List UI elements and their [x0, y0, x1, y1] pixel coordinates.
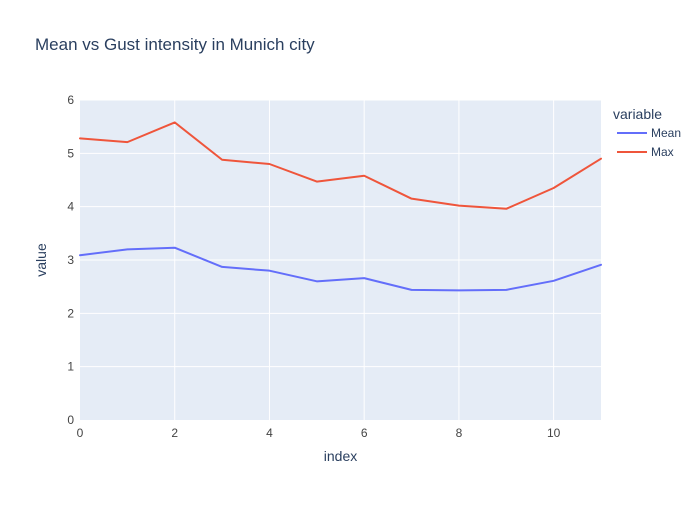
data-point-mean[interactable]: [77, 252, 83, 258]
y-tick-label: 4: [67, 200, 74, 214]
legend-item-max[interactable]: Max: [617, 145, 674, 159]
x-tick-label: 0: [77, 426, 84, 440]
data-point-max[interactable]: [266, 161, 272, 167]
data-point-max[interactable]: [314, 179, 320, 185]
data-point-max[interactable]: [219, 157, 225, 163]
data-point-max[interactable]: [361, 173, 367, 179]
data-point-max[interactable]: [409, 196, 415, 202]
y-tick-label: 0: [67, 413, 74, 427]
chart-title: Mean vs Gust intensity in Munich city: [35, 35, 315, 54]
series-lines: [77, 119, 604, 293]
x-axis-label: index: [324, 448, 357, 464]
data-point-mean[interactable]: [266, 268, 272, 274]
data-point-mean[interactable]: [503, 287, 509, 293]
y-tick-label: 6: [67, 93, 74, 107]
series-line-max[interactable]: [79, 121, 602, 210]
data-point-mean[interactable]: [124, 246, 130, 252]
y-axis-label: value: [33, 243, 49, 277]
legend-item-mean[interactable]: Mean: [617, 126, 681, 140]
grid-lines: [80, 99, 601, 420]
legend-title: variable: [613, 106, 662, 122]
data-point-max[interactable]: [551, 185, 557, 191]
data-point-mean[interactable]: [456, 287, 462, 293]
legend[interactable]: variable Mean Max: [613, 106, 681, 159]
data-point-mean[interactable]: [219, 264, 225, 270]
y-tick-label: 5: [67, 146, 74, 160]
x-tick-label: 10: [547, 426, 561, 440]
legend-label: Mean: [651, 126, 681, 140]
data-point-max[interactable]: [77, 135, 83, 141]
data-point-mean[interactable]: [361, 275, 367, 281]
x-tick-label: 4: [266, 426, 273, 440]
data-point-max[interactable]: [172, 119, 178, 125]
series-line-mean[interactable]: [79, 246, 602, 292]
y-tick-label: 2: [67, 306, 74, 320]
data-point-mean[interactable]: [598, 262, 604, 268]
x-tick-label: 2: [171, 426, 178, 440]
legend-label: Max: [651, 145, 674, 159]
data-point-mean[interactable]: [172, 245, 178, 251]
x-tick-label: 6: [361, 426, 368, 440]
data-point-max[interactable]: [124, 139, 130, 145]
data-point-max[interactable]: [456, 203, 462, 209]
data-point-mean[interactable]: [409, 287, 415, 293]
data-point-mean[interactable]: [314, 278, 320, 284]
data-point-max[interactable]: [503, 206, 509, 212]
data-point-max[interactable]: [598, 156, 604, 162]
x-tick-label: 8: [456, 426, 463, 440]
y-tick-label: 1: [67, 360, 74, 374]
tick-labels: 0 1 2 3 4 5 6 0 2 4 6 8 10: [67, 93, 560, 440]
y-tick-label: 3: [67, 253, 74, 267]
data-point-mean[interactable]: [551, 278, 557, 284]
